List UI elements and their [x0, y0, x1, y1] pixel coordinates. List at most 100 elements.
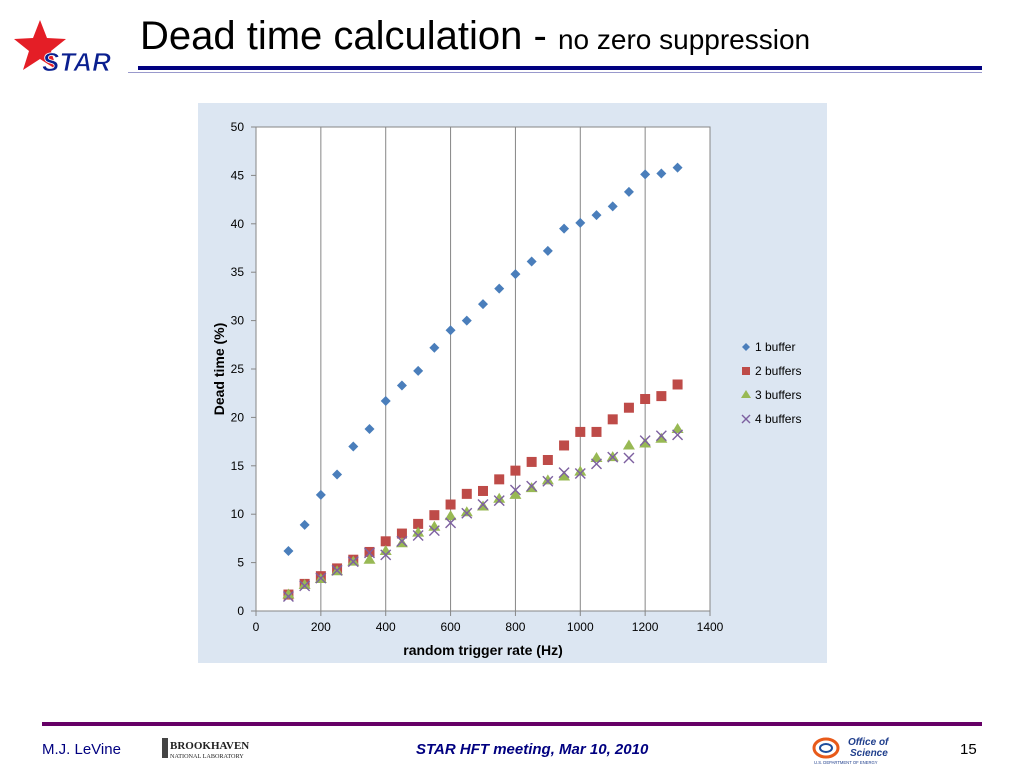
legend-marker [741, 390, 751, 398]
data-point [639, 435, 651, 447]
data-point [493, 495, 505, 507]
data-point [640, 169, 651, 180]
data-point [656, 391, 667, 402]
doe-orbit-icon [812, 737, 840, 759]
data-point [299, 580, 311, 592]
data-point [672, 379, 683, 390]
data-point [298, 578, 311, 589]
title-rule-thin [128, 72, 982, 73]
data-point [509, 488, 522, 499]
x-tick-label: 400 [376, 620, 396, 634]
data-point [347, 556, 359, 568]
chart-area: 0 200 400 600 800 1000 1200 1400 0 5 10 15 20 25 30 35 4… [198, 103, 827, 663]
data-point-stroke [461, 507, 473, 519]
data-point-stroke [445, 517, 457, 529]
data-point [542, 454, 553, 465]
data-point [656, 168, 667, 179]
data-point [607, 201, 618, 212]
series-1 [283, 162, 683, 556]
data-point-stroke [331, 564, 343, 576]
axis-layer: 0 200 400 600 800 1000 1200 1400 0 5 10 15 20 25 30 35 4… [231, 120, 724, 634]
footer-meeting: STAR HFT meeting, Mar 10, 2010 [416, 741, 649, 758]
data-point [493, 492, 506, 503]
chart-svg: 0 200 400 600 800 1000 1200 1400 0 5 10 15 20 25 30 35 4… [211, 120, 801, 658]
data-point [461, 315, 472, 326]
data-point-stroke [574, 468, 586, 480]
plot-area [255, 126, 711, 612]
data-point [672, 162, 683, 173]
data-point [413, 365, 424, 376]
data-point-stroke [542, 475, 554, 487]
legend-marker [742, 343, 750, 351]
legend-item: 1 buffer [742, 340, 795, 354]
data-point [526, 256, 537, 267]
data-point [623, 402, 634, 413]
x-tick-label: 800 [505, 620, 525, 634]
data-point [655, 432, 668, 443]
data-point [607, 414, 618, 425]
data-point [413, 518, 424, 529]
data-point [510, 269, 521, 280]
data-point-stroke [558, 467, 570, 479]
data-point-stroke [672, 429, 684, 441]
data-point-stroke [509, 484, 521, 496]
footer-author: M.J. LeVine [42, 741, 121, 758]
data-point [332, 469, 343, 480]
data-point [655, 430, 667, 442]
data-point [315, 572, 327, 584]
page-number: 15 [960, 741, 977, 758]
data-point [412, 530, 424, 541]
data-point [429, 510, 440, 521]
data-point [591, 426, 602, 437]
data-point [396, 380, 407, 391]
data-point [282, 590, 294, 602]
y-tick-label: 40 [231, 217, 245, 231]
series-layer [282, 162, 684, 602]
data-point [429, 342, 440, 353]
data-point [348, 441, 359, 452]
series-4 [282, 429, 684, 602]
data-point [445, 499, 456, 510]
page-title: Dead time calculation - no zero suppress… [140, 14, 810, 59]
brookhaven-logo: BROOKHAVEN NATIONAL LABORATORY [162, 738, 249, 760]
data-point [380, 549, 392, 561]
data-point-stroke [526, 480, 538, 492]
brookhaven-logo-line2: NATIONAL LABORATORY [170, 753, 244, 760]
data-point [396, 535, 408, 547]
legend-label: 4 buffers [755, 412, 801, 426]
data-point [607, 451, 619, 463]
y-tick-label: 45 [231, 168, 245, 182]
data-point [623, 452, 635, 464]
data-point [478, 485, 488, 496]
y-tick-label: 25 [231, 362, 245, 376]
data-point [574, 468, 586, 480]
data-point [574, 465, 587, 476]
y-tick-label: 10 [231, 507, 245, 521]
data-point [639, 437, 652, 448]
x-tick-label: 0 [253, 620, 260, 634]
data-point-stroke [639, 435, 651, 447]
star-logo: STAR [14, 20, 111, 77]
legend-item: 3 buffers [741, 388, 801, 402]
data-point [364, 547, 375, 559]
brookhaven-logo-mark [162, 738, 168, 758]
data-point [526, 480, 538, 492]
data-point [494, 474, 505, 485]
data-point [445, 325, 456, 336]
data-point [445, 517, 457, 529]
data-point [412, 526, 425, 537]
doe-logo-line3: U.S. DEPARTMENT OF ENERGY [814, 760, 878, 765]
legend-marker [742, 367, 750, 375]
y-tick-label: 15 [231, 459, 245, 473]
data-point [558, 467, 570, 479]
data-point [283, 545, 294, 556]
y-tick-label: 30 [231, 314, 245, 328]
data-point-stroke [428, 525, 440, 537]
x-tick-label: 1400 [697, 620, 724, 634]
data-point [526, 456, 537, 467]
data-point [671, 423, 684, 434]
data-point [460, 506, 473, 517]
data-point-stroke [396, 535, 408, 547]
grid-layer [255, 126, 711, 612]
data-point [623, 186, 634, 197]
